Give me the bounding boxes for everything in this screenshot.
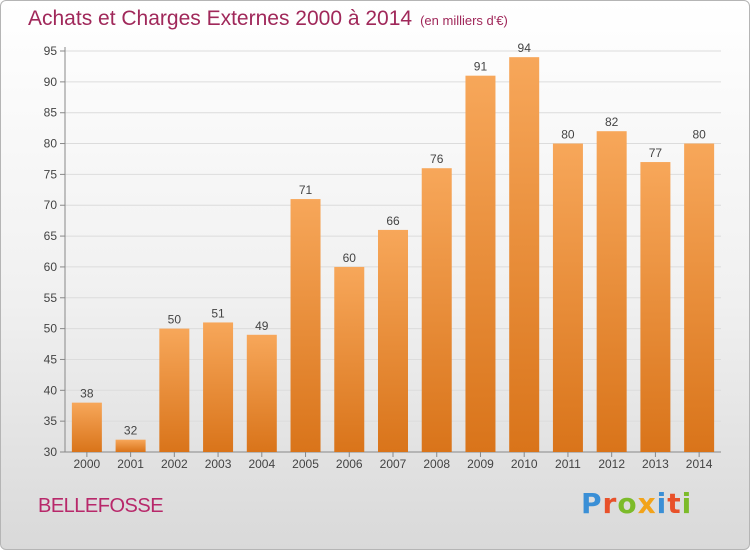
x-tick-label: 2000 [74, 457, 101, 471]
chart-unit: (en milliers d'€) [420, 13, 508, 28]
bar [509, 57, 540, 453]
data-labels: 38 32 50 51 49 71 60 66 76 91 94 80 82 77 80 [80, 41, 706, 437]
bar [71, 402, 102, 452]
logo-letter: o [617, 487, 638, 520]
data-label: 32 [124, 424, 138, 438]
y-tick-label: 35 [44, 414, 58, 428]
x-tick-label: 2012 [598, 457, 625, 471]
data-label: 38 [80, 387, 94, 401]
y-tick-label: 45 [44, 352, 58, 366]
y-tick-label: 75 [44, 167, 58, 181]
data-label: 66 [386, 214, 400, 228]
y-tick-label: 55 [44, 291, 58, 305]
data-label: 91 [474, 60, 488, 74]
data-label: 77 [649, 146, 663, 160]
y-tick-label: 30 [44, 445, 58, 459]
data-label: 94 [518, 41, 532, 55]
data-label: 49 [255, 319, 269, 333]
x-tick-label: 2011 [555, 457, 581, 471]
bar [159, 328, 190, 452]
bar [246, 334, 277, 452]
bar [203, 322, 234, 452]
y-tick-label: 80 [44, 137, 58, 151]
data-label: 80 [561, 128, 575, 142]
x-tick-label: 2007 [380, 457, 407, 471]
place-name: BELLEFOSSE [38, 495, 164, 517]
bar [552, 143, 583, 453]
logo-letter: i [681, 487, 693, 520]
data-label: 60 [343, 251, 357, 265]
data-label: 50 [168, 313, 182, 327]
y-tick-label: 70 [44, 198, 58, 212]
logo-letter: x [637, 487, 657, 520]
y-tick-label: 60 [44, 260, 58, 274]
x-tick-label: 2003 [205, 457, 232, 471]
bar [421, 168, 452, 452]
x-tick-label: 2006 [336, 457, 363, 471]
x-tick-label: 2001 [117, 457, 144, 471]
logo-letter: P [581, 487, 603, 520]
bar [334, 266, 365, 452]
x-tick-label: 2014 [686, 457, 713, 471]
bar [465, 75, 496, 452]
x-tick-label: 2005 [292, 457, 319, 471]
bar [115, 439, 146, 452]
y-tick-label: 65 [44, 229, 58, 243]
x-tick-label: 2008 [423, 457, 450, 471]
x-tick-label: 2004 [248, 457, 275, 471]
x-tick-label: 2013 [642, 457, 669, 471]
y-tick-label: 40 [44, 383, 58, 397]
x-tick-label: 2002 [161, 457, 188, 471]
data-label: 76 [430, 152, 444, 166]
chart-title: Achats et Charges Externes 2000 à 2014 (e… [28, 7, 508, 31]
bar [290, 199, 321, 452]
data-label: 51 [211, 306, 225, 320]
proxiti-logo: Proxiti [581, 487, 692, 520]
bar [640, 162, 671, 453]
y-tick-label: 85 [44, 106, 58, 120]
y-tick-label: 90 [44, 75, 58, 89]
x-tick-label: 2009 [467, 457, 494, 471]
logo-letter: r [602, 487, 618, 520]
y-tick-label: 95 [44, 44, 58, 58]
bars [71, 57, 715, 453]
x-tick-label: 2010 [511, 457, 538, 471]
logo-letter: t [667, 487, 682, 520]
data-label: 80 [692, 128, 706, 142]
bar [378, 229, 408, 452]
chart-title-text: Achats et Charges Externes 2000 à 2014 [28, 7, 413, 30]
data-label: 71 [299, 183, 313, 197]
data-label: 82 [605, 115, 619, 129]
y-tick-label: 50 [44, 322, 58, 336]
bar [596, 131, 627, 452]
bar [684, 143, 715, 453]
logo-letter: i [656, 487, 668, 520]
